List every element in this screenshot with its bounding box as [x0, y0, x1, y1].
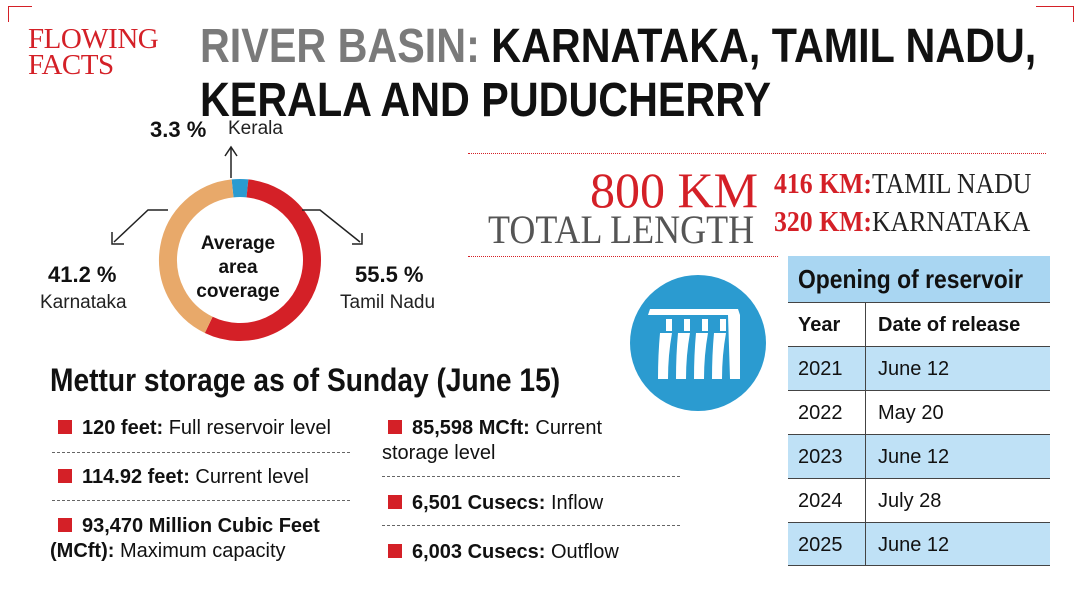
cell-year: 2021 [788, 347, 866, 390]
table-row: 2022 May 20 [788, 390, 1050, 434]
fact-bold: 85,598 MCft: [412, 417, 530, 439]
fact-separator [52, 500, 350, 501]
fact-full-level: 120 feet: Full reservoir level [58, 416, 331, 441]
red-square-icon [388, 420, 402, 434]
pointer-tamil-nadu-head [352, 233, 362, 244]
pointer-tamil-nadu [302, 210, 360, 242]
cell-year: 2022 [788, 391, 866, 434]
table-row: 2023 June 12 [788, 434, 1050, 478]
cell-date: June 12 [866, 347, 1050, 390]
fact-max-capacity: 93,470 Million Cubic Feet (MCft): Maximu… [58, 514, 320, 564]
pct-name-karnataka: Karnataka [40, 292, 127, 314]
header-year: Year [788, 303, 866, 346]
reservoir-table-title: Opening of reservoir [788, 256, 1050, 302]
fact-text: Full reservoir level [163, 417, 331, 439]
cell-year: 2024 [788, 479, 866, 522]
reservoir-title-text: Opening of reservoir [798, 256, 1023, 302]
fact-text: Maximum capacity [114, 540, 285, 562]
fact-text: Inflow [545, 492, 603, 514]
fact-bold: 120 feet: [82, 417, 163, 439]
fact-separator [382, 525, 680, 526]
header-date: Date of release [866, 303, 1050, 346]
dam-icon-wall [728, 315, 740, 379]
pointer-karnataka [114, 210, 168, 242]
fact-outflow: 6,003 Cusecs: Outflow [388, 540, 619, 565]
fact-line: 93,470 Million Cubic Feet [58, 514, 320, 539]
table-row: 2024 July 28 [788, 478, 1050, 522]
fact-current-storage: 85,598 MCft: Current storage level [388, 416, 602, 466]
cell-year: 2025 [788, 523, 866, 565]
fact-current-level: 114.92 feet: Current level [58, 465, 309, 490]
dam-icon-gate [666, 319, 672, 331]
fact-separator [52, 452, 350, 453]
pct-kerala: 3.3 % [150, 117, 206, 143]
fact-line: (MCft): Maximum capacity [50, 539, 320, 564]
table-row: 2021 June 12 [788, 346, 1050, 390]
cell-date: July 28 [866, 479, 1050, 522]
dam-icon-crest [648, 309, 740, 315]
fact-line: 85,598 MCft: Current [388, 416, 602, 441]
fact-line: storage level [382, 441, 602, 466]
fact-text: Current level [190, 466, 309, 488]
red-square-icon [58, 518, 72, 532]
dam-icon-gate [702, 319, 708, 331]
fact-bold: 93,470 Million Cubic Feet [82, 515, 320, 537]
cell-year: 2023 [788, 435, 866, 478]
red-square-icon [58, 469, 72, 483]
red-square-icon [388, 495, 402, 509]
fact-bold: (MCft): [50, 540, 114, 562]
fact-bold: 114.92 feet: [82, 466, 190, 488]
cell-date: May 20 [866, 391, 1050, 434]
fact-text: Current [530, 417, 602, 439]
pct-name-kerala: Kerala [228, 118, 283, 140]
reservoir-table: Opening of reservoir Year Date of releas… [788, 256, 1050, 566]
red-square-icon [388, 544, 402, 558]
pct-tamil-nadu: 55.5 % [355, 262, 424, 288]
fact-bold: 6,003 Cusecs: [412, 541, 545, 563]
dam-icon [628, 275, 768, 411]
pct-name-tamil-nadu: Tamil Nadu [340, 292, 435, 314]
fact-separator [382, 476, 680, 477]
fact-text: Outflow [545, 541, 618, 563]
red-square-icon [58, 420, 72, 434]
cell-date: June 12 [866, 435, 1050, 478]
fact-bold: 6,501 Cusecs: [412, 492, 545, 514]
dam-icon-gate [684, 319, 690, 331]
dam-icon-gate [720, 319, 726, 331]
table-header-row: Year Date of release [788, 302, 1050, 346]
pct-karnataka: 41.2 % [48, 262, 117, 288]
cell-date: June 12 [866, 523, 1050, 565]
fact-inflow: 6,501 Cusecs: Inflow [388, 491, 603, 516]
table-row: 2025 June 12 [788, 522, 1050, 566]
mettur-title: Mettur storage as of Sunday (June 15) [50, 360, 560, 400]
